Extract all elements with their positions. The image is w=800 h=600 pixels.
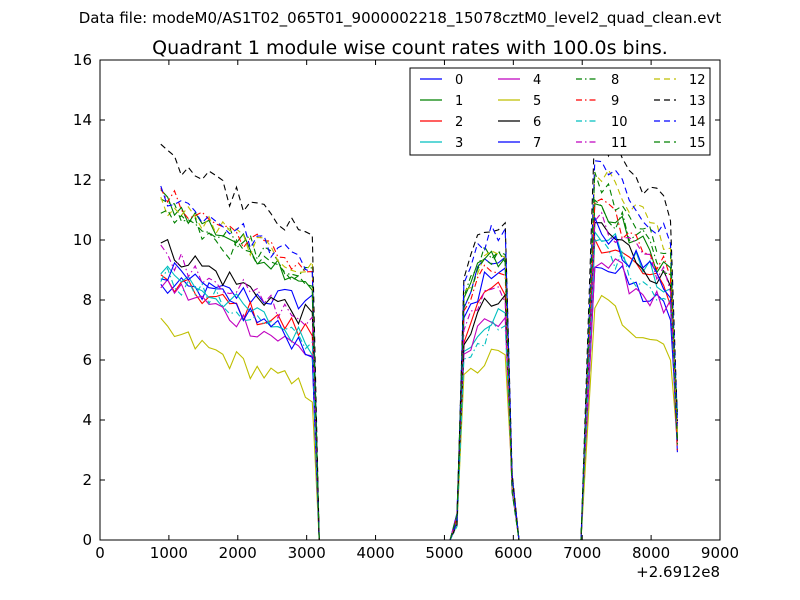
plot-frame	[99, 59, 721, 541]
legend-label-15: 15	[689, 136, 706, 151]
x-tick-label: 8000	[632, 544, 670, 562]
legend-label-8: 8	[611, 73, 619, 88]
series-line-15	[160, 171, 678, 541]
x-tick-label: 4000	[356, 544, 394, 562]
x-offset-label: +2.6912e8	[636, 563, 720, 581]
series-line-12	[160, 168, 678, 541]
legend-label-7: 7	[533, 136, 541, 151]
y-tick-label: 6	[82, 351, 92, 369]
x-tick-label: 2000	[219, 544, 257, 562]
chart-suptitle: Data file: modeM0/AS1T02_065T01_90000022…	[79, 9, 722, 28]
chart-title: Quadrant 1 module wise count rates with …	[152, 37, 668, 59]
legend-label-5: 5	[533, 94, 541, 109]
x-tick-label: 1000	[150, 544, 188, 562]
x-tick-label: 5000	[425, 544, 463, 562]
x-tick-label: 6000	[494, 544, 532, 562]
legend-label-10: 10	[611, 115, 628, 130]
legend-frame	[409, 67, 711, 156]
legend-label-6: 6	[533, 115, 541, 130]
y-tick-label: 12	[73, 171, 92, 189]
legend-label-1: 1	[455, 94, 463, 109]
legend-label-4: 4	[533, 73, 541, 88]
x-tick-label: 9000	[701, 544, 739, 562]
y-tick-label: 10	[73, 231, 92, 249]
legend-label-12: 12	[689, 73, 706, 88]
legend-label-3: 3	[455, 136, 463, 151]
axis-ticks-group: 0 1000 2000 3000 4000 5000 6000 7000 8000 9000 0 2 4…	[73, 51, 739, 562]
y-tick-label: 8	[82, 291, 92, 309]
legend-label-0: 0	[455, 73, 463, 88]
x-tick-label: 3000	[288, 544, 326, 562]
x-tick-label: 0	[95, 544, 105, 562]
series-line-14	[160, 160, 678, 541]
y-tick-label: 14	[73, 111, 92, 129]
y-tick-label: 0	[82, 531, 92, 549]
legend-label-2: 2	[455, 115, 463, 130]
y-tick-label: 16	[73, 51, 92, 69]
legend-label-13: 13	[689, 94, 706, 109]
legend-label-14: 14	[689, 115, 706, 130]
y-tick-label: 4	[82, 411, 92, 429]
legend-label-11: 11	[611, 136, 628, 151]
x-tick-label: 7000	[563, 544, 601, 562]
series-line-8	[160, 198, 678, 541]
y-tick-label: 2	[82, 471, 92, 489]
legend-label-9: 9	[611, 94, 619, 109]
series-line-11	[160, 211, 678, 541]
